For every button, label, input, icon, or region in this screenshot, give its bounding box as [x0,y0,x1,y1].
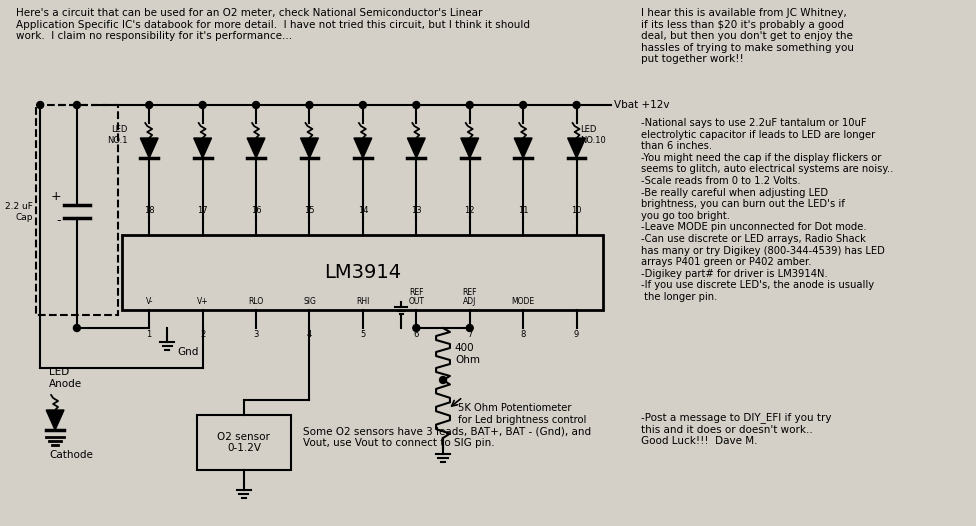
Polygon shape [407,138,426,158]
Text: -Post a message to DIY_EFI if you try
this and it does or doesn't work..
Good Lu: -Post a message to DIY_EFI if you try th… [641,412,832,446]
Text: 400
Ohm: 400 Ohm [455,343,480,365]
Text: 6: 6 [414,330,419,339]
Text: LED
NO.1: LED NO.1 [107,125,128,145]
Circle shape [306,102,313,108]
Text: 15: 15 [305,206,314,215]
Text: 14: 14 [357,206,368,215]
Circle shape [413,102,420,108]
Polygon shape [46,410,64,430]
Circle shape [199,102,206,108]
Polygon shape [461,138,478,158]
Text: 2.2 uF
Cap: 2.2 uF Cap [6,203,33,221]
Text: 2: 2 [200,330,205,339]
Text: 9: 9 [574,330,579,339]
Polygon shape [301,138,318,158]
Text: MODE: MODE [511,297,535,306]
Circle shape [413,325,420,331]
Circle shape [467,325,473,331]
Bar [36,105,117,315]
Text: 7: 7 [468,330,472,339]
Text: 1: 1 [146,330,152,339]
Text: 10: 10 [571,206,582,215]
Text: LM3914: LM3914 [324,263,401,282]
Text: 5: 5 [360,330,365,339]
Text: RHI: RHI [356,297,370,306]
Circle shape [73,102,80,108]
Circle shape [145,102,152,108]
Text: REF
ADJ: REF ADJ [463,288,477,306]
Text: REF
OUT: REF OUT [408,288,425,306]
Text: -National says to use 2.2uF tantalum or 10uF
electrolytic capacitor if leads to : -National says to use 2.2uF tantalum or … [641,118,893,302]
Text: 13: 13 [411,206,422,215]
Text: 11: 11 [518,206,528,215]
Text: 17: 17 [197,206,208,215]
Circle shape [73,325,80,331]
Bar [123,235,603,310]
Text: Cathode: Cathode [49,450,93,460]
Text: Gnd: Gnd [177,347,198,357]
Bar [197,415,291,470]
Text: Here's a circuit that can be used for an O2 meter, check National Semiconductor': Here's a circuit that can be used for an… [17,8,530,41]
Text: 12: 12 [465,206,475,215]
Polygon shape [514,138,532,158]
Circle shape [253,102,260,108]
Circle shape [37,102,44,108]
Text: 3: 3 [254,330,259,339]
Text: +: + [51,190,61,204]
Text: 18: 18 [143,206,154,215]
Text: 8: 8 [520,330,526,339]
Text: 5K Ohm Potentiometer
for Led brightness control: 5K Ohm Potentiometer for Led brightness … [458,403,587,425]
Text: V+: V+ [197,297,209,306]
Text: Vbat +12v: Vbat +12v [614,100,670,110]
Text: I hear this is available from JC Whitney,
if its less than $20 it's probably a g: I hear this is available from JC Whitney… [641,8,854,64]
Text: -: - [57,215,61,228]
Polygon shape [247,138,264,158]
Text: Some O2 sensors have 3 leads, BAT+, BAT - (Gnd), and
Vout, use Vout to connect t: Some O2 sensors have 3 leads, BAT+, BAT … [303,426,591,448]
Polygon shape [354,138,372,158]
Text: V-: V- [145,297,153,306]
Polygon shape [141,138,158,158]
Text: SIG: SIG [303,297,316,306]
Text: LED
Anode: LED Anode [49,367,82,389]
Text: 4: 4 [306,330,312,339]
Text: 16: 16 [251,206,262,215]
Polygon shape [568,138,586,158]
Circle shape [573,102,580,108]
Circle shape [519,102,527,108]
Polygon shape [193,138,212,158]
Circle shape [439,377,446,383]
Text: RLO: RLO [249,297,264,306]
Circle shape [359,102,366,108]
Circle shape [467,102,473,108]
Text: LED
NO.10: LED NO.10 [581,125,606,145]
Text: O2 sensor
0-1.2V: O2 sensor 0-1.2V [218,432,270,453]
